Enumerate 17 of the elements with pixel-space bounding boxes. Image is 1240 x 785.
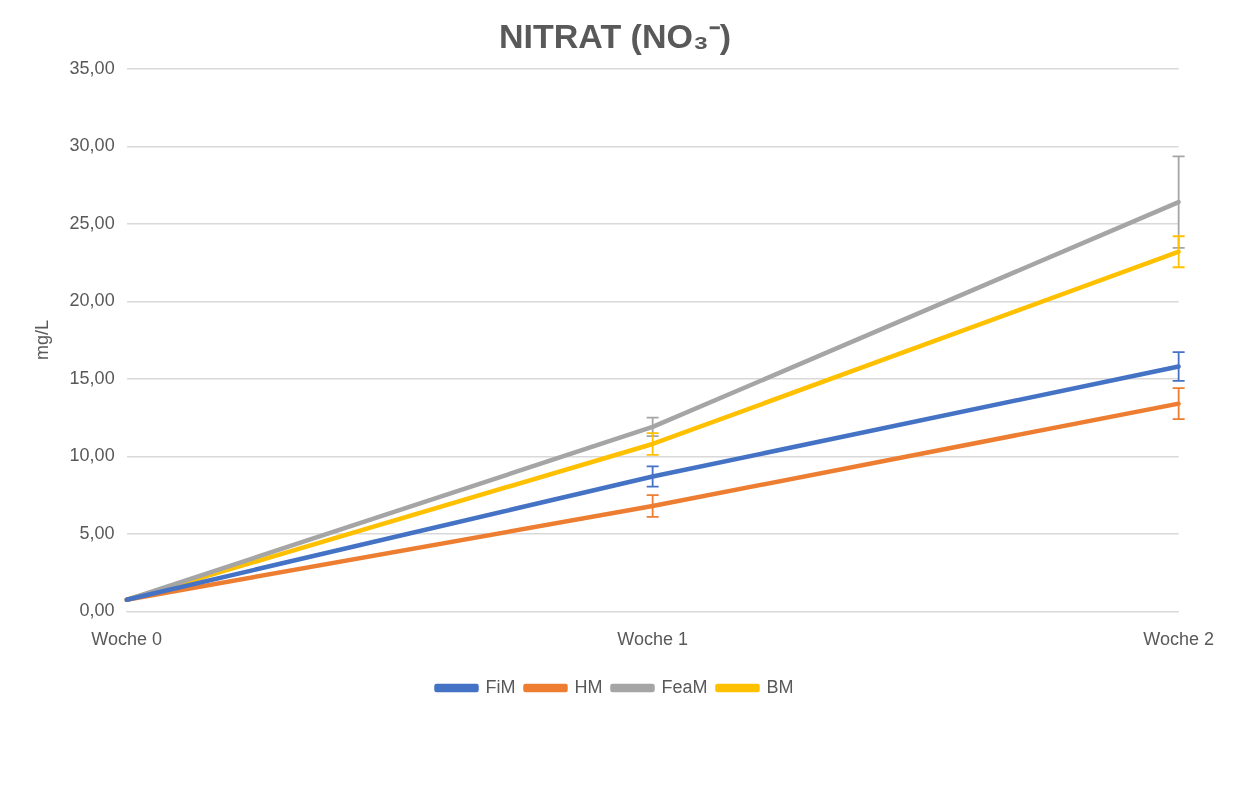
y-tick-label: 15,00 (69, 367, 115, 388)
chart-title: NITRAT (NO₃⁻) (499, 16, 731, 55)
y-axis-title: mg/L (31, 320, 52, 361)
legend-label: HM (574, 676, 603, 697)
legend-label: BM (766, 676, 794, 697)
x-tick-label: Woche 2 (1143, 629, 1215, 650)
legend-label: FiM (485, 676, 516, 697)
y-tick-label: 0,00 (79, 600, 115, 621)
y-tick-label: 5,00 (79, 522, 115, 543)
y-tick-label: 20,00 (69, 290, 115, 311)
x-tick-label: Woche 1 (617, 629, 688, 650)
y-tick-label: 25,00 (69, 212, 115, 233)
x-tick-label: Woche 0 (91, 629, 162, 650)
y-tick-label: 10,00 (69, 445, 115, 466)
y-tick-label: 35,00 (69, 57, 115, 78)
y-tick-label: 30,00 (69, 135, 115, 156)
legend-label: FeaM (661, 676, 708, 697)
